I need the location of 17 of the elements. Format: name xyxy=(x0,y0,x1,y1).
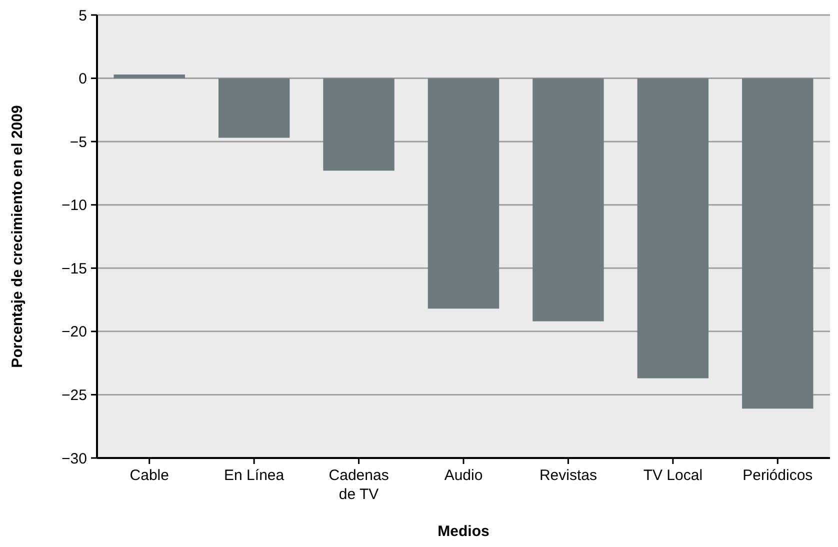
x-tick-label: Cadenas de TV xyxy=(328,467,389,503)
y-tick-label: −20 xyxy=(62,324,87,341)
y-axis-title: Porcentaje de crecimiento en el 2009 xyxy=(9,105,26,368)
y-tick-label: 0 xyxy=(78,70,87,88)
y-tick-label: −30 xyxy=(62,450,87,468)
y-tick-label: −15 xyxy=(62,260,87,278)
x-tick-label: TV Local xyxy=(643,467,703,484)
x-tick-label: Revistas xyxy=(539,467,597,484)
x-tick-label: Audio xyxy=(444,467,483,484)
y-tick-label: −25 xyxy=(62,386,87,404)
y-tick-label: 5 xyxy=(78,7,87,24)
x-axis-title: Medios xyxy=(438,523,490,540)
x-tick-label: Cable xyxy=(130,467,169,484)
x-tick-label: Periódicos xyxy=(742,467,813,484)
y-tick-label: −5 xyxy=(70,134,87,151)
x-tick-label: En Línea xyxy=(224,467,285,484)
y-tick-label: −10 xyxy=(62,197,87,214)
